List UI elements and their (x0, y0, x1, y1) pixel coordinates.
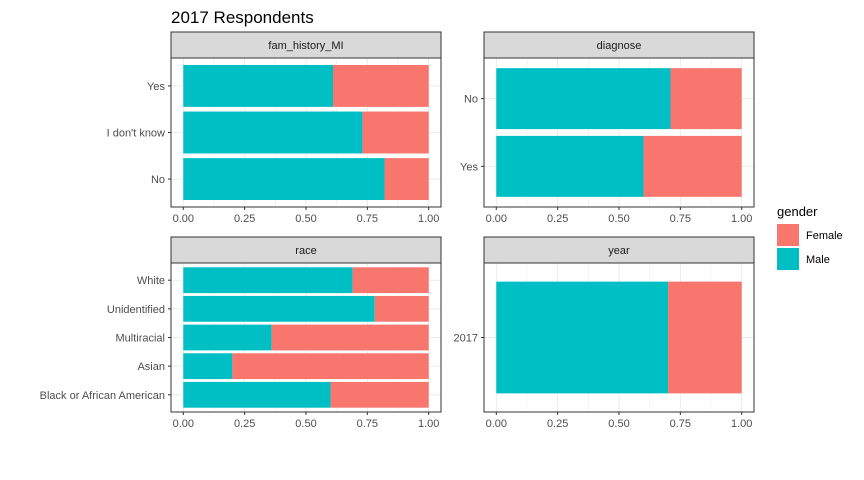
facet-panel-race: race White Unidentified Multiracial Asian Bla… (40, 236, 442, 430)
bar-female (352, 267, 429, 294)
y-tick-label: 2017 (454, 333, 478, 345)
facet-strip-label: fam_history_MI (268, 40, 343, 52)
bar-male (183, 267, 353, 294)
y-tick-label: Yes (460, 161, 478, 173)
x-tick-label: 1.00 (731, 213, 752, 225)
x-tick-label: 1.00 (731, 418, 752, 430)
y-tick-label: Unidentified (107, 304, 165, 316)
facet-strip (170, 31, 442, 59)
x-tick-label: 0.75 (670, 418, 691, 430)
x-tick-label: 0.25 (234, 213, 255, 225)
y-tick-label: Yes (147, 81, 165, 93)
facet-strip-label: year (608, 245, 630, 257)
x-tick-label: 0.50 (608, 418, 629, 430)
bar-male (496, 281, 669, 394)
bar-male (183, 158, 385, 201)
bar-female (374, 295, 429, 322)
bar-female (670, 68, 742, 130)
y-tick-label: No (464, 94, 478, 106)
facet-strip-label: diagnose (597, 40, 642, 52)
bar-male (496, 68, 671, 130)
bar-female (271, 324, 429, 351)
x-tick-label: 0.00 (173, 418, 194, 430)
facet-strip (170, 236, 442, 264)
bar-female (643, 135, 742, 197)
legend-label-male: Male (806, 254, 830, 266)
legend-title: gender (777, 204, 818, 219)
y-tick-label: Black or African American (40, 390, 165, 402)
bar-female (668, 281, 742, 394)
y-tick-label: No (151, 174, 165, 186)
bar-male (183, 111, 363, 154)
x-tick-label: 0.50 (608, 213, 629, 225)
x-tick-label: 0.25 (547, 213, 568, 225)
bar-male (183, 324, 272, 351)
bar-male (496, 135, 644, 197)
legend-label-female: Female (806, 230, 843, 242)
x-tick-label: 0.00 (173, 213, 194, 225)
facet-strip (483, 31, 755, 59)
facet-panel-diagnose: diagnose No Yes 0.00 0.25 0.50 0.75 1.00 (460, 31, 755, 225)
x-tick-label: 0.25 (234, 418, 255, 430)
x-tick-label: 0.75 (670, 213, 691, 225)
bar-female (232, 353, 429, 380)
x-tick-label: 0.00 (486, 418, 507, 430)
bar-female (362, 111, 429, 154)
bar-male (183, 353, 233, 380)
x-tick-label: 1.00 (418, 418, 439, 430)
legend-key-female (777, 224, 799, 246)
y-tick-label: Asian (137, 361, 165, 373)
y-tick-label: White (137, 275, 165, 287)
bar-male (183, 64, 333, 107)
bar-female (332, 64, 429, 107)
facet-panel-year: year 2017 0.00 0.25 0.50 0.75 1.00 (454, 236, 755, 430)
bar-male (183, 381, 331, 408)
chart-title: 2017 Respondents (171, 8, 314, 27)
x-tick-label: 0.75 (357, 213, 378, 225)
bar-male (183, 295, 375, 322)
bar-female (384, 158, 429, 201)
facet-strip-label: race (295, 245, 316, 257)
x-tick-label: 0.25 (547, 418, 568, 430)
legend-key-male (777, 248, 799, 270)
x-tick-label: 0.50 (295, 213, 316, 225)
x-tick-label: 0.75 (357, 418, 378, 430)
y-tick-label: I don't know (107, 128, 165, 140)
x-tick-label: 0.50 (295, 418, 316, 430)
x-tick-label: 1.00 (418, 213, 439, 225)
y-tick-label: Multiracial (115, 333, 165, 345)
legend: gender Female Male (777, 204, 843, 270)
facet-panel-fam-history-mi: fam_history_MI Yes I don't know No 0.00 0.25 0… (107, 31, 442, 225)
x-tick-label: 0.00 (486, 213, 507, 225)
facet-strip (483, 236, 755, 264)
bar-female (330, 381, 429, 408)
